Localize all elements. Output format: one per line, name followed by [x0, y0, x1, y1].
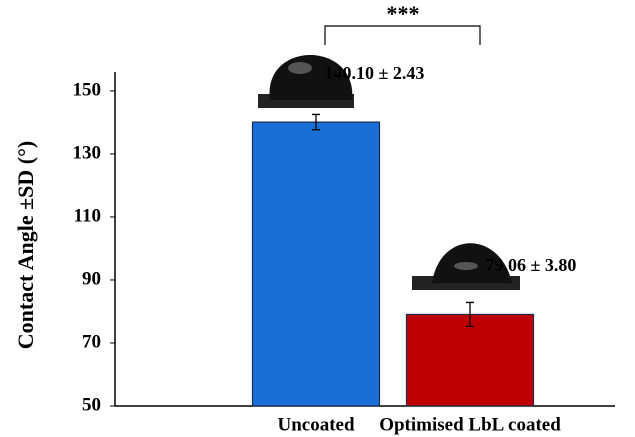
droplet-highlight: [454, 262, 478, 270]
x-tick-label: Optimised LbL coated: [379, 414, 561, 435]
value-label: 79.06 ± 3.80: [486, 255, 577, 275]
bar: [253, 122, 380, 406]
y-tick-label: 50: [82, 394, 101, 415]
value-label: 140.10 ± 2.43: [325, 63, 425, 83]
significance-bracket: ***: [325, 1, 480, 45]
bracket: [325, 26, 480, 45]
y-axis-label: Contact Angle ±SD (°): [13, 141, 38, 349]
y-tick-label: 70: [82, 331, 101, 352]
significance-label: ***: [387, 1, 420, 26]
chart: Contact Angle ±SD (°) *** 50 70 90 110 130 15…: [0, 0, 635, 437]
y-tick-label: 150: [73, 79, 102, 100]
y-tick-label: 110: [74, 205, 101, 226]
y-tick-label: 130: [73, 142, 102, 163]
x-tick-label: Uncoated: [277, 414, 354, 435]
bar: [407, 314, 534, 406]
droplet-highlight: [288, 62, 312, 74]
y-tick-label: 90: [82, 268, 101, 289]
